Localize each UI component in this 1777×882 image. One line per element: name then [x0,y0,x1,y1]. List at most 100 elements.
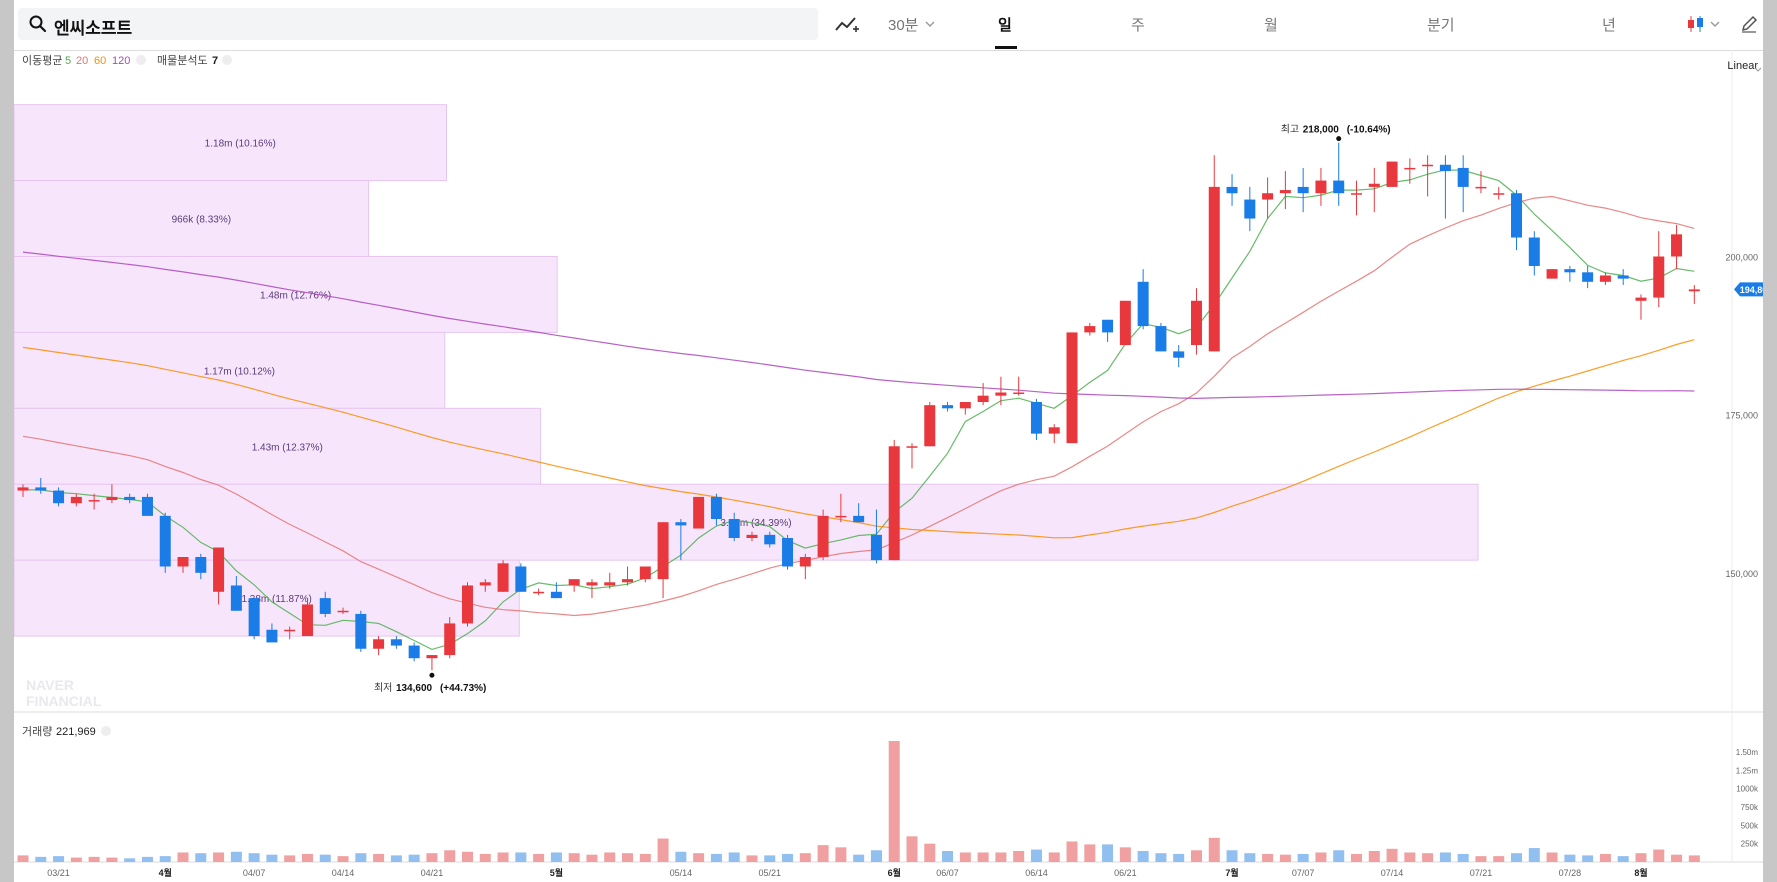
candle[interactable] [853,503,865,523]
candle[interactable] [70,493,82,507]
candle[interactable] [1084,322,1096,336]
candle[interactable] [106,484,118,504]
candle[interactable] [799,553,811,580]
candle[interactable] [817,509,829,561]
candlestick-type-icon[interactable] [1686,14,1706,34]
candle[interactable] [1333,142,1345,206]
candle[interactable] [195,553,207,580]
timeframe-day[interactable]: 일 [998,17,1012,34]
drawing-tool-icon[interactable] [834,14,860,36]
candle[interactable] [1546,269,1558,279]
timeframe-30min[interactable]: 30분 [888,17,919,34]
candle[interactable] [1297,167,1309,213]
candle[interactable] [479,579,491,592]
candle[interactable] [693,496,705,529]
candle[interactable] [408,642,420,662]
candle[interactable] [995,376,1007,406]
candle[interactable] [373,636,385,656]
candle[interactable] [124,493,136,504]
candle[interactable] [213,547,225,605]
candle[interactable] [444,617,456,659]
candle[interactable] [728,512,740,542]
candle[interactable] [177,557,189,573]
candle[interactable] [764,531,776,548]
candle[interactable] [319,591,331,618]
candle[interactable] [141,493,153,516]
volume-legend[interactable]: 거래량 221,969 [22,725,111,738]
candle[interactable] [515,563,527,592]
candle[interactable] [1066,332,1078,444]
candle[interactable] [622,566,634,586]
candle[interactable] [1030,398,1042,440]
candle[interactable] [870,509,882,564]
candle[interactable] [266,623,278,643]
candle[interactable] [1671,224,1683,270]
candle[interactable] [746,531,758,542]
candle[interactable] [550,582,562,599]
candle[interactable] [1262,177,1274,219]
candle[interactable] [230,575,242,611]
candle[interactable] [337,607,349,614]
candle[interactable] [159,512,171,573]
pencil-icon[interactable] [1739,14,1759,34]
candle[interactable] [88,493,100,510]
candle[interactable] [888,439,900,561]
candle[interactable] [586,579,598,599]
candle[interactable] [390,636,402,649]
candle[interactable] [977,383,989,406]
candle[interactable] [924,402,936,447]
timeframe-week[interactable]: 주 [1131,17,1145,34]
candle[interactable] [1653,231,1665,308]
candle[interactable] [426,655,438,671]
candle[interactable] [835,493,847,523]
candle[interactable] [604,572,616,589]
candle[interactable] [906,443,918,469]
candle[interactable] [1511,190,1523,251]
candle[interactable] [1617,269,1629,285]
candle[interactable] [1599,272,1611,285]
candle[interactable] [1635,294,1647,320]
candle[interactable] [17,484,29,497]
candle[interactable] [1279,171,1291,210]
candle[interactable] [1155,322,1167,352]
candle[interactable] [1137,269,1149,330]
candle[interactable] [53,487,65,507]
candle[interactable] [1315,167,1327,206]
candle[interactable] [533,588,545,595]
candle[interactable] [1368,167,1380,213]
candle[interactable] [1102,319,1114,342]
candle[interactable] [35,477,47,494]
chevron-down-icon[interactable] [1710,20,1720,28]
candle[interactable] [284,626,296,640]
chevron-down-icon[interactable] [1754,67,1762,72]
candle[interactable] [1226,174,1238,206]
candle[interactable] [1457,155,1469,213]
candle[interactable] [1528,231,1540,276]
candle[interactable] [959,402,971,415]
candle[interactable] [248,598,260,640]
timeframe-month[interactable]: 월 [1264,17,1278,34]
ma-legend[interactable]: 이동평균 5 20 60 120 [22,54,146,67]
candle[interactable] [568,579,580,592]
candle[interactable] [1422,155,1434,197]
candle[interactable] [497,560,509,592]
close-icon[interactable] [222,55,232,65]
candle[interactable] [782,534,794,570]
volume-profile-legend[interactable]: 매물분석도 7 [157,54,232,67]
candle[interactable] [657,522,669,599]
candle[interactable] [1582,265,1594,289]
stock-search-box[interactable]: 엔씨소프트 [18,8,818,40]
candle[interactable] [1048,424,1060,444]
candle[interactable] [1475,171,1487,194]
price-chart[interactable]: 이동평균 5 20 60 120 매물분석도 7 Linear 1.18m (10.16%) 96… [14,50,1763,882]
candle[interactable] [710,493,722,526]
candle[interactable] [1386,161,1398,187]
candle[interactable] [1119,300,1131,346]
candle[interactable] [1351,180,1362,216]
candle[interactable] [1688,284,1700,304]
candle[interactable] [462,582,473,627]
candle[interactable] [1493,186,1505,200]
scale-mode-toggle[interactable]: Linear [1727,60,1758,72]
chevron-down-icon[interactable] [925,20,935,28]
candle[interactable] [1244,186,1256,232]
